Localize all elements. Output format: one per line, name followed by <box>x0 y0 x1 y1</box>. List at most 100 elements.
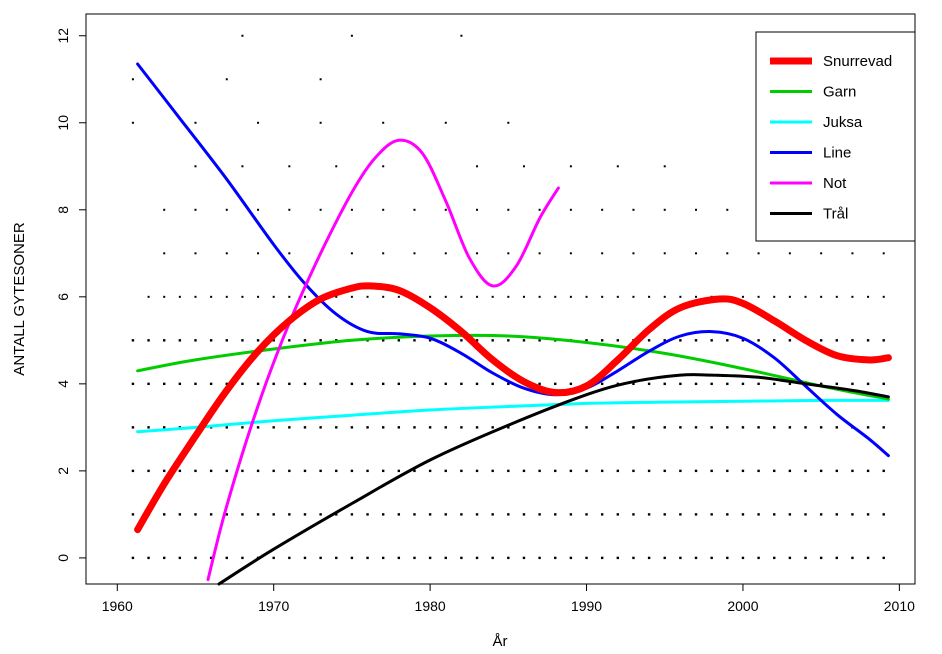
data-dot <box>303 295 306 298</box>
data-dot <box>882 426 885 429</box>
data-dot <box>569 513 573 516</box>
data-dot <box>381 469 385 473</box>
data-dot <box>413 426 416 429</box>
data-dot <box>194 469 197 473</box>
data-dot <box>413 382 416 386</box>
x-tick-label: 2010 <box>884 598 915 614</box>
data-dot <box>413 208 416 211</box>
legend-label: Snurrevad <box>823 53 892 70</box>
data-dot <box>726 469 729 473</box>
data-dot <box>476 252 479 255</box>
legend-label: Line <box>823 145 851 162</box>
data-dot <box>632 382 635 386</box>
data-dot <box>757 513 760 516</box>
data-dot <box>726 513 729 516</box>
data-dot <box>710 426 713 429</box>
data-dot <box>288 469 291 473</box>
data-dot <box>366 295 369 298</box>
data-dot <box>663 208 666 211</box>
data-dot <box>350 208 353 211</box>
data-dot <box>741 469 745 473</box>
data-dot <box>225 252 228 255</box>
data-dot <box>475 426 479 429</box>
data-dot <box>209 556 213 560</box>
data-dot <box>757 382 760 386</box>
data-dot <box>819 382 823 386</box>
data-dot <box>522 513 526 516</box>
data-dot <box>147 556 150 560</box>
data-dot <box>601 252 604 255</box>
data-dot <box>241 165 244 168</box>
data-dot <box>460 556 463 560</box>
data-dot <box>366 469 369 473</box>
series-line-not <box>206 138 560 582</box>
data-dot <box>554 513 557 516</box>
x-tick-label: 1960 <box>102 598 133 614</box>
data-dot <box>163 295 166 298</box>
data-dot <box>381 556 385 560</box>
data-dot <box>554 469 557 473</box>
data-dot <box>178 469 182 473</box>
series-line-juksa <box>136 398 890 434</box>
data-dot <box>648 295 651 298</box>
data-dot <box>569 208 572 211</box>
data-dot <box>819 426 823 429</box>
data-dot <box>616 469 620 473</box>
data-dot <box>632 513 635 516</box>
data-dot <box>319 469 322 473</box>
data-dot <box>303 556 307 560</box>
data-dot <box>397 556 401 560</box>
data-dot <box>225 513 228 516</box>
data-dot <box>538 252 541 255</box>
data-dot <box>522 469 526 473</box>
data-dot <box>866 382 870 386</box>
data-dot <box>194 295 197 298</box>
data-dot <box>757 252 760 255</box>
data-dot <box>381 426 385 429</box>
data-dot <box>131 513 135 516</box>
data-dot <box>460 295 463 298</box>
data-dot <box>663 426 666 429</box>
data-dot <box>647 382 651 386</box>
data-dot <box>585 556 588 560</box>
data-dot <box>381 513 385 516</box>
data-dot <box>694 556 698 560</box>
data-dot <box>788 469 792 473</box>
data-dot <box>272 513 275 516</box>
data-dot <box>710 382 713 386</box>
data-dot <box>679 295 682 298</box>
data-dot <box>788 252 791 255</box>
data-dot <box>366 426 369 429</box>
data-dot <box>319 556 322 560</box>
data-dot <box>381 382 385 386</box>
data-dot <box>413 339 416 342</box>
data-dot <box>663 295 666 298</box>
data-dot <box>194 165 197 168</box>
data-dot <box>225 295 228 298</box>
data-dot <box>773 556 776 560</box>
data-dot <box>679 469 682 473</box>
data-dot <box>397 339 401 342</box>
data-dot <box>319 426 322 429</box>
y-tick-label: 6 <box>55 293 71 301</box>
y-tick-label: 8 <box>55 206 71 214</box>
data-dot <box>663 382 666 386</box>
data-dot <box>256 382 260 386</box>
data-dot <box>600 382 604 386</box>
data-dot <box>679 339 682 342</box>
data-dot <box>272 382 275 386</box>
data-dot <box>413 252 416 255</box>
data-dot <box>554 382 557 386</box>
data-dot <box>131 469 135 473</box>
data-dot <box>335 556 338 560</box>
data-dot <box>303 469 307 473</box>
data-dot <box>835 295 838 298</box>
data-dot <box>257 121 260 124</box>
data-dot <box>444 382 447 386</box>
data-dot <box>288 339 291 342</box>
data-dot <box>460 426 463 429</box>
y-tick-label: 10 <box>55 115 71 131</box>
data-dot <box>147 295 150 298</box>
data-dot <box>288 165 291 168</box>
data-dot <box>131 382 135 386</box>
